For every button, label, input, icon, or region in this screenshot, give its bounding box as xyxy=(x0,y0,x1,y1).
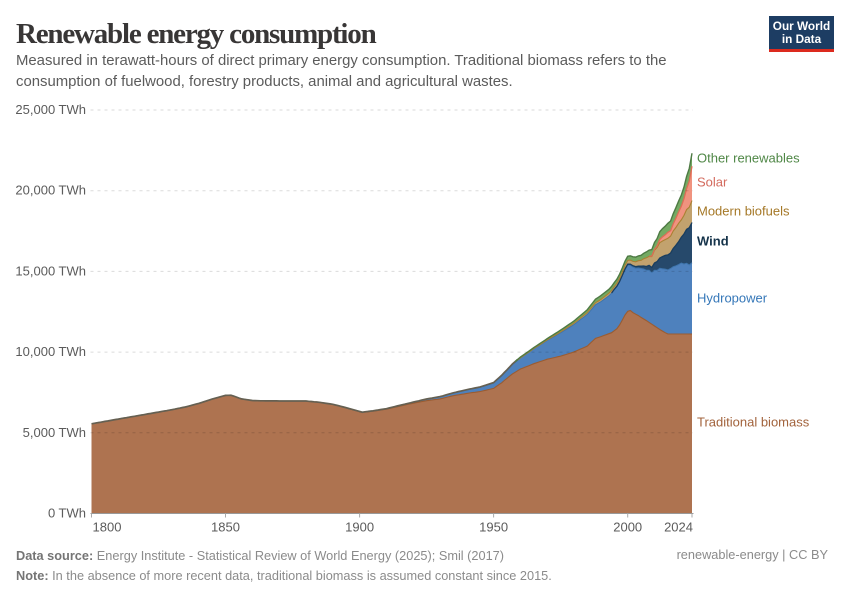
svg-text:2000: 2000 xyxy=(613,520,642,535)
svg-text:Hydropower: Hydropower xyxy=(697,291,768,306)
svg-text:Modern biofuels: Modern biofuels xyxy=(697,204,790,219)
svg-text:Other renewables: Other renewables xyxy=(697,151,800,166)
svg-text:1950: 1950 xyxy=(479,520,508,535)
svg-text:Wind: Wind xyxy=(697,234,729,249)
svg-text:1800: 1800 xyxy=(93,520,122,535)
svg-text:0 TWh: 0 TWh xyxy=(48,506,86,521)
svg-text:20,000 TWh: 20,000 TWh xyxy=(15,183,86,198)
svg-text:Traditional biomass: Traditional biomass xyxy=(697,415,810,430)
svg-text:25,000 TWh: 25,000 TWh xyxy=(15,102,86,117)
svg-text:10,000 TWh: 10,000 TWh xyxy=(15,344,86,359)
svg-text:1850: 1850 xyxy=(211,520,240,535)
svg-text:2024: 2024 xyxy=(664,520,693,535)
svg-text:5,000 TWh: 5,000 TWh xyxy=(23,425,86,440)
svg-text:15,000 TWh: 15,000 TWh xyxy=(15,263,86,278)
svg-text:1900: 1900 xyxy=(345,520,374,535)
svg-text:Solar: Solar xyxy=(697,175,728,190)
